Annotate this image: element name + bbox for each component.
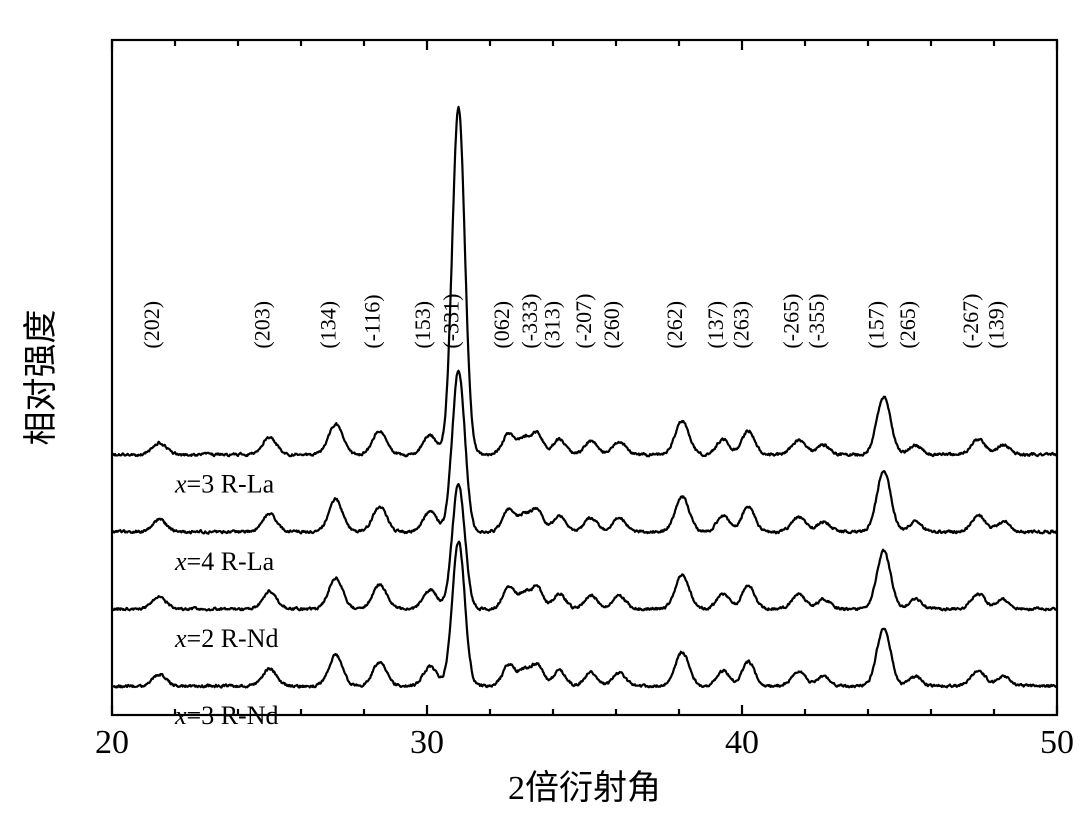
x-tick-label: 30: [410, 724, 444, 761]
peak-label: (-267): [958, 294, 983, 349]
peak-label: (062): [489, 301, 514, 349]
x-tick-label: 50: [1040, 724, 1074, 761]
peak-label: (153): [410, 301, 435, 349]
trace-label: x=2 R-Nd: [174, 624, 279, 653]
peak-label: (262): [662, 301, 687, 349]
trace-label: x=4 R-La: [174, 547, 275, 576]
trace-label: x=3 R-Nd: [174, 701, 279, 730]
xrd-trace-0: [112, 107, 1057, 456]
peak-label: (263): [728, 301, 753, 349]
y-axis-label: 相对强度: [22, 310, 60, 446]
peak-label: (-116): [360, 294, 385, 348]
peak-label: (265): [895, 301, 920, 349]
peak-label: (137): [703, 301, 728, 349]
peak-label: (260): [599, 301, 624, 349]
peak-label: (134): [316, 301, 341, 349]
peak-label: (-355): [804, 294, 829, 349]
peak-label: (202): [139, 301, 164, 349]
x-axis-label: 2倍衍射角: [508, 769, 661, 807]
peak-label: (-331): [439, 294, 464, 349]
peak-label: (157): [864, 301, 889, 349]
peak-label: (313): [539, 301, 564, 349]
x-tick-label: 40: [725, 724, 759, 761]
xrd-chart: 20 30 40 50 2倍衍射角 相对强度 x=3 R-La x=4 R-La x=2 R-N…: [0, 0, 1090, 837]
peak-label: (-265): [779, 294, 804, 349]
peak-label: (-207): [571, 294, 596, 349]
trace-label: x=3 R-La: [174, 470, 275, 499]
peak-label: (203): [250, 301, 275, 349]
peak-label: (139): [983, 301, 1008, 349]
x-tick-label: 20: [95, 724, 129, 761]
